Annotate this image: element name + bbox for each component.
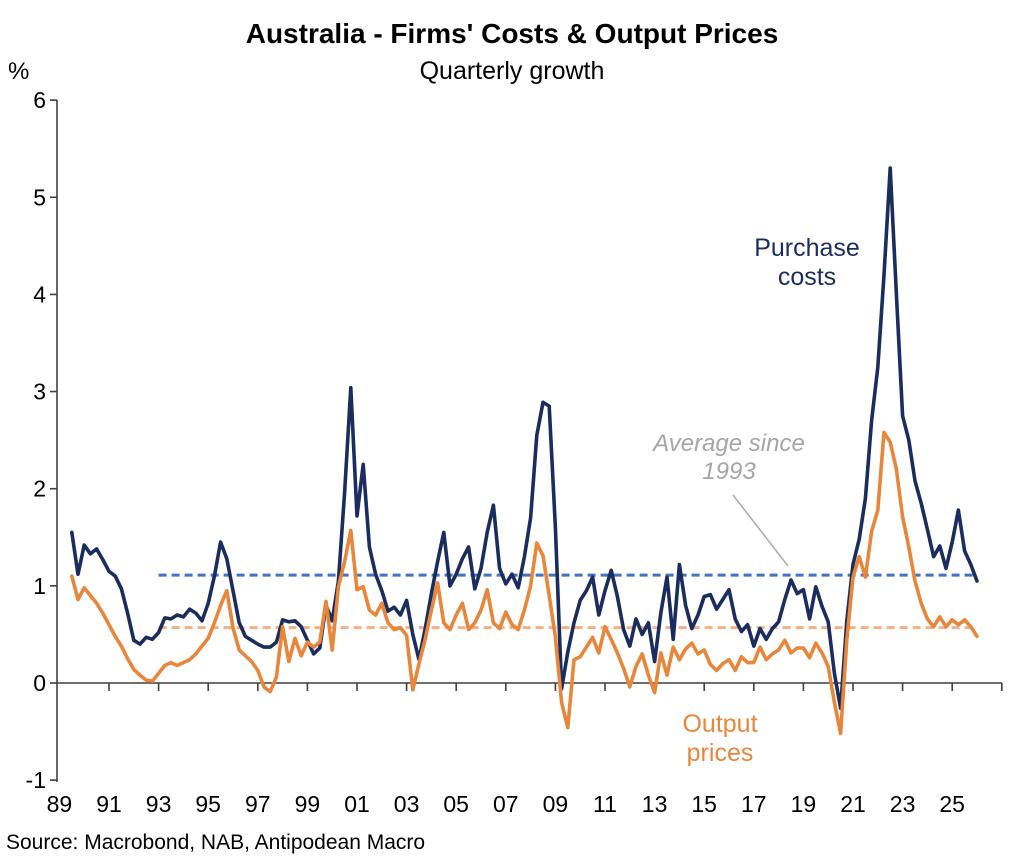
x-tick-label: 03 — [394, 791, 420, 817]
series-line-output-prices — [70, 430, 979, 736]
x-tick-label: 23 — [890, 791, 916, 817]
x-tick-label: 89 — [47, 791, 73, 817]
average-annotation-leader-line — [732, 494, 789, 567]
y-tick-label: 1 — [33, 573, 46, 599]
source-note: Source: Macrobond, NAB, Antipodean Macro — [6, 831, 426, 854]
x-tick-label: 17 — [741, 791, 767, 817]
x-tick-label: 09 — [543, 791, 569, 817]
y-tick-label: 4 — [33, 281, 46, 307]
y-tick-label: -1 — [26, 767, 46, 793]
x-tick-label: 01 — [344, 791, 370, 817]
x-tick-label: 93 — [146, 791, 172, 817]
y-axis-unit-label: % — [8, 58, 30, 85]
x-tick-label: 19 — [791, 791, 817, 817]
y-tick-label: 5 — [33, 184, 46, 210]
x-tick-label: 99 — [295, 791, 321, 817]
x-tick-label: 95 — [195, 791, 221, 817]
y-tick-label: 6 — [33, 87, 46, 113]
output-prices-series-label: Output prices — [682, 710, 758, 767]
x-tick-label: 25 — [939, 791, 965, 817]
average-since-1993-label: Average since 1993 — [653, 430, 805, 485]
x-tick-label: 91 — [96, 791, 122, 817]
y-tick-label: 3 — [33, 379, 46, 405]
y-tick-label: 0 — [33, 670, 46, 696]
x-tick-label: 07 — [493, 791, 519, 817]
series-line-purchase-costs — [70, 166, 979, 711]
x-tick-label: 05 — [443, 791, 469, 817]
x-tick-label: 11 — [593, 791, 617, 817]
x-tick-label: 15 — [691, 791, 717, 817]
x-tick-label: 21 — [840, 791, 866, 817]
y-tick-label: 2 — [33, 476, 46, 502]
chart-title: Australia - Firms' Costs & Output Prices — [245, 18, 779, 49]
chart-subtitle: Quarterly growth — [419, 57, 605, 85]
x-tick-label: 97 — [245, 791, 271, 817]
x-tick-label: 13 — [642, 791, 668, 817]
purchase-costs-series-label: Purchase costs — [754, 234, 860, 291]
